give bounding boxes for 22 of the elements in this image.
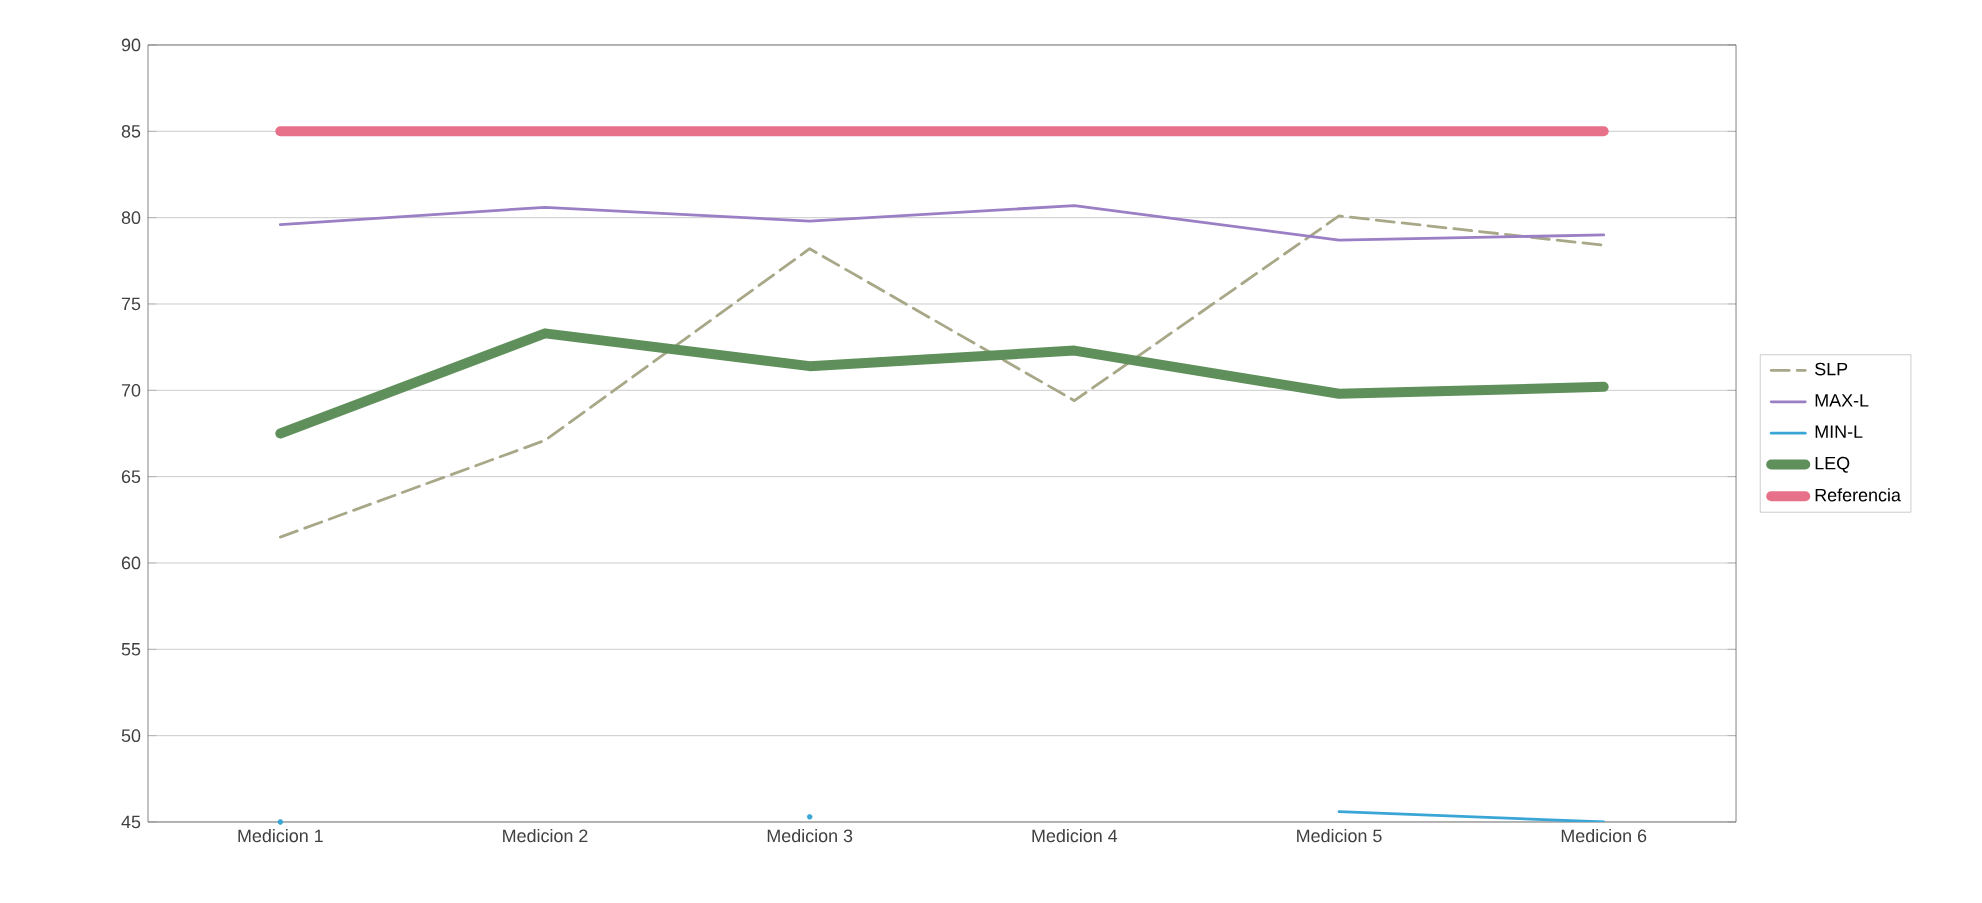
y-tick-label: 85 [121,124,141,138]
y-tick-label: 70 [121,383,141,397]
legend-label: MIN-L [1815,425,1863,438]
legend-label: LEQ [1815,456,1850,473]
x-tick-label: Medicion 4 [1032,829,1118,843]
y-tick-label: 45 [121,815,141,829]
y-tick-label: 90 [121,38,141,52]
y-tick-label: 60 [121,556,141,570]
x-tick-label: Medicion 3 [767,829,853,843]
y-tick-label: 80 [121,211,141,225]
x-tick-label: Medicion 6 [1561,829,1647,843]
y-tick-label: 50 [121,729,141,743]
y-tick-label: 55 [121,643,141,656]
legend-label: SLP [1815,362,1848,376]
y-tick-label: 65 [121,470,141,484]
legend-label: Referencia [1815,488,1901,502]
line-series [278,204,1606,242]
y-tick-label: 75 [121,297,141,311]
legend-label: MAX-L [1815,394,1869,407]
x-tick-label: Medicion 2 [503,829,588,843]
x-tick-label: Medicion 1 [238,829,323,843]
x-tick-label: Medicion 5 [1297,829,1382,843]
